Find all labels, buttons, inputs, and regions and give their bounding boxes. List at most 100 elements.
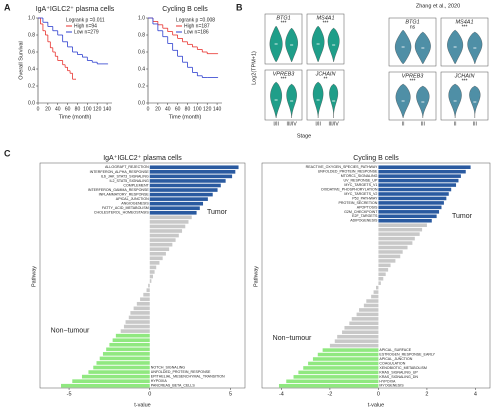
bar bbox=[378, 169, 466, 174]
bar bbox=[342, 330, 379, 335]
bar bbox=[329, 343, 379, 348]
legend-label: High n=94 bbox=[74, 23, 97, 29]
y-tick-label: 1.0 bbox=[138, 15, 145, 21]
y-tick-label: 0.4 bbox=[28, 66, 35, 72]
bar bbox=[356, 312, 379, 317]
bar bbox=[366, 299, 379, 303]
bar bbox=[378, 210, 440, 214]
plot-frame bbox=[39, 162, 246, 389]
x-tick-label: 0 bbox=[147, 106, 150, 112]
group-label: Tumor bbox=[452, 213, 473, 220]
bar bbox=[149, 265, 157, 270]
pathway-label: ANGIOGENESIS bbox=[121, 202, 149, 206]
bar bbox=[149, 256, 163, 261]
x-tick-label: 140 bbox=[103, 106, 112, 112]
bar bbox=[378, 245, 408, 250]
bar bbox=[120, 329, 150, 333]
bar bbox=[143, 292, 150, 297]
pathway-label: COAGULATION bbox=[379, 361, 405, 365]
bar bbox=[378, 259, 396, 263]
bar bbox=[60, 383, 150, 388]
pathway-label: INTERFERON_GAMMA_RESPONSE bbox=[88, 188, 150, 192]
chart-title: Cycling B cells bbox=[353, 155, 399, 162]
panel-label: A bbox=[4, 2, 11, 12]
pathway-label: UNFOLDED_PROTEIN_RESPONSE bbox=[318, 170, 378, 174]
y-tick-label: 0.2 bbox=[28, 83, 35, 89]
bar bbox=[149, 242, 173, 247]
x-axis-label: t-value bbox=[368, 402, 385, 408]
bar bbox=[149, 251, 166, 256]
pathway-label: MTORC1_SIGNALING bbox=[341, 174, 378, 178]
pathway-label: EPITHELIAL_MESENCHYMAL_TRANSITION bbox=[151, 375, 225, 379]
bar bbox=[378, 232, 420, 236]
bar bbox=[149, 233, 179, 238]
x-axis-label: t-value bbox=[134, 402, 151, 408]
bar bbox=[149, 210, 197, 215]
bar bbox=[115, 333, 150, 338]
x-tick-label: 80 bbox=[185, 106, 191, 112]
x-tick-label: 0 bbox=[377, 391, 380, 397]
bar bbox=[371, 294, 379, 299]
violin-frame bbox=[306, 69, 345, 121]
bar bbox=[303, 366, 379, 370]
panel-label: B bbox=[236, 2, 243, 12]
annotation: Logrank p =0.011 bbox=[66, 17, 105, 23]
bar bbox=[149, 174, 233, 179]
legend-label: High n=187 bbox=[184, 23, 210, 29]
bar bbox=[378, 236, 415, 241]
y-tick-label: 0.0 bbox=[138, 100, 145, 106]
bar bbox=[149, 224, 186, 229]
pathway-label: CHOLESTEROL_HOMEOSTASIS bbox=[94, 211, 149, 215]
bar bbox=[149, 247, 170, 252]
bar bbox=[344, 326, 379, 330]
pathway-label: KRAS_SIGNALING_DN bbox=[379, 375, 418, 379]
y-axis-label: Log2(TPM+1) bbox=[251, 51, 257, 85]
bar bbox=[378, 201, 444, 205]
significance: *** bbox=[281, 20, 287, 26]
x-tick-label: 120 bbox=[93, 106, 102, 112]
x-tick-label: III bbox=[421, 121, 425, 127]
bar bbox=[378, 183, 457, 187]
bar bbox=[93, 365, 150, 370]
x-tick-label: 120 bbox=[203, 106, 212, 112]
y-tick-label: 0.6 bbox=[28, 49, 35, 55]
x-tick-label: II bbox=[402, 121, 405, 127]
pathway-label: APICAL_JUNCTION bbox=[379, 357, 412, 361]
bar bbox=[136, 301, 150, 306]
group-label: Tumor bbox=[207, 209, 228, 216]
bar bbox=[146, 288, 150, 292]
pathway-label: MYOGENESIS bbox=[379, 384, 404, 388]
bar bbox=[378, 218, 432, 223]
bar bbox=[378, 196, 447, 201]
bar bbox=[312, 357, 379, 361]
bar bbox=[140, 297, 150, 302]
x-tick-label: -5 bbox=[67, 391, 72, 397]
y-tick-label: 0.2 bbox=[138, 83, 145, 89]
significance: ns bbox=[410, 24, 416, 30]
bar bbox=[81, 374, 150, 379]
pathway-label: APICAL_JUNCTION bbox=[116, 197, 149, 201]
annotation: Logrank p =0.008 bbox=[176, 17, 215, 23]
bar bbox=[308, 361, 379, 366]
bar bbox=[149, 270, 155, 274]
bar bbox=[378, 268, 389, 272]
bar bbox=[359, 308, 379, 312]
bar bbox=[286, 379, 379, 384]
bar bbox=[373, 290, 379, 294]
bar bbox=[378, 276, 384, 281]
bar bbox=[378, 174, 461, 178]
violin-frame bbox=[440, 71, 489, 121]
bar bbox=[149, 238, 176, 242]
x-axis-label: Time (month) bbox=[59, 114, 92, 120]
gene-label: JCHAIN bbox=[315, 71, 336, 77]
bar bbox=[148, 283, 150, 288]
x-tick-label: I/II bbox=[315, 121, 321, 127]
bar bbox=[109, 342, 150, 347]
x-tick-label: III/IV bbox=[286, 121, 297, 127]
bar bbox=[298, 370, 379, 375]
bar bbox=[378, 165, 471, 170]
y-tick-label: 0.0 bbox=[28, 100, 35, 106]
x-tick-label: III bbox=[473, 121, 477, 127]
bar bbox=[130, 311, 150, 315]
violin-frame bbox=[388, 71, 437, 121]
